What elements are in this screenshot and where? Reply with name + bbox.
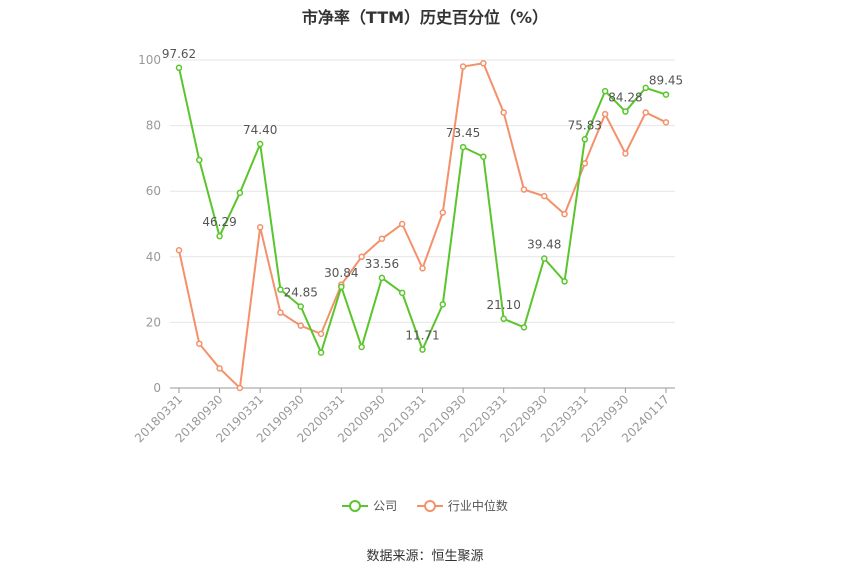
data-point-industry — [520, 186, 528, 193]
data-point-company — [419, 346, 426, 353]
data-point-industry — [378, 235, 386, 243]
legend-item-industry[interactable]: 行业中位数 — [416, 497, 508, 514]
data-label: 39.48 — [527, 238, 561, 252]
data-point-company — [439, 301, 447, 308]
data-label: 30.84 — [324, 266, 358, 280]
legend-marker-company — [342, 499, 369, 512]
data-point-industry — [216, 365, 223, 372]
data-point-industry — [480, 60, 487, 67]
data-point-industry — [662, 119, 670, 126]
data-label: 24.85 — [284, 285, 318, 299]
data-point-industry — [642, 109, 649, 116]
data-point-company — [256, 140, 264, 148]
y-tick-label: 60 — [146, 184, 161, 198]
legend-label-company: 公司 — [373, 499, 398, 513]
data-point-company — [500, 315, 507, 323]
data-point-company — [642, 84, 649, 92]
data-label: 33.56 — [365, 257, 399, 271]
data-label: 84.28 — [608, 91, 642, 105]
data-label: 74.40 — [243, 123, 277, 137]
line-chart: 0204060801002018033120180930201903312019… — [132, 47, 683, 446]
data-point-company — [581, 136, 589, 143]
data-point-industry — [297, 322, 304, 329]
data-source: 数据来源：恒生聚源 — [366, 549, 484, 564]
data-label: 73.45 — [446, 126, 480, 140]
data-point-industry — [358, 253, 365, 261]
data-point-company — [338, 283, 345, 291]
data-point-industry — [175, 246, 183, 254]
legend-label-industry: 行业中位数 — [447, 499, 508, 513]
data-label: 97.62 — [162, 47, 196, 61]
data-point-company — [378, 274, 386, 282]
data-label: 21.10 — [486, 298, 520, 312]
legend: 公司 行业中位数 — [0, 497, 850, 515]
data-point-industry — [398, 220, 406, 228]
data-point-company — [297, 303, 304, 310]
chart-title: 市净率（TTM）历史百分位（%） — [301, 8, 549, 27]
data-point-industry — [459, 63, 467, 70]
data-point-company — [480, 153, 487, 161]
legend-marker-industry — [416, 499, 443, 512]
y-tick-label: 80 — [146, 119, 161, 133]
data-label: 75.83 — [568, 118, 602, 132]
data-label: 89.45 — [649, 74, 683, 88]
y-tick-label: 40 — [146, 250, 161, 264]
data-label: 11.71 — [405, 329, 439, 343]
data-point-company — [236, 189, 244, 197]
data-point-company — [196, 156, 203, 164]
data-point-company — [459, 143, 467, 151]
data-point-industry — [581, 160, 589, 167]
data-point-company — [175, 64, 183, 72]
data-point-industry — [439, 209, 447, 216]
data-point-company — [398, 289, 406, 297]
data-point-company — [317, 349, 325, 356]
y-tick-label: 20 — [146, 315, 161, 329]
data-point-company — [216, 232, 223, 240]
y-tick-label: 100 — [138, 53, 161, 67]
data-point-industry — [541, 192, 548, 200]
data-point-industry — [277, 309, 284, 316]
data-point-company — [622, 108, 629, 115]
data-point-company — [358, 343, 365, 351]
data-point-industry — [256, 224, 264, 231]
data-point-industry — [500, 109, 507, 116]
legend-item-company[interactable]: 公司 — [342, 497, 397, 514]
data-point-company — [601, 87, 609, 95]
data-point-industry — [561, 210, 568, 218]
data-point-company — [561, 278, 568, 285]
data-point-industry — [317, 330, 325, 338]
data-point-industry — [419, 265, 426, 272]
data-point-company — [541, 255, 548, 262]
y-tick-label: 0 — [153, 381, 161, 395]
data-point-company — [520, 324, 528, 331]
data-label: 46.29 — [202, 215, 236, 229]
data-point-industry — [601, 110, 609, 118]
data-point-industry — [196, 340, 203, 347]
data-point-industry — [236, 384, 244, 392]
data-point-company — [662, 91, 670, 98]
data-point-company — [277, 286, 284, 293]
series-line-company — [178, 67, 667, 356]
data-point-industry — [622, 150, 629, 157]
